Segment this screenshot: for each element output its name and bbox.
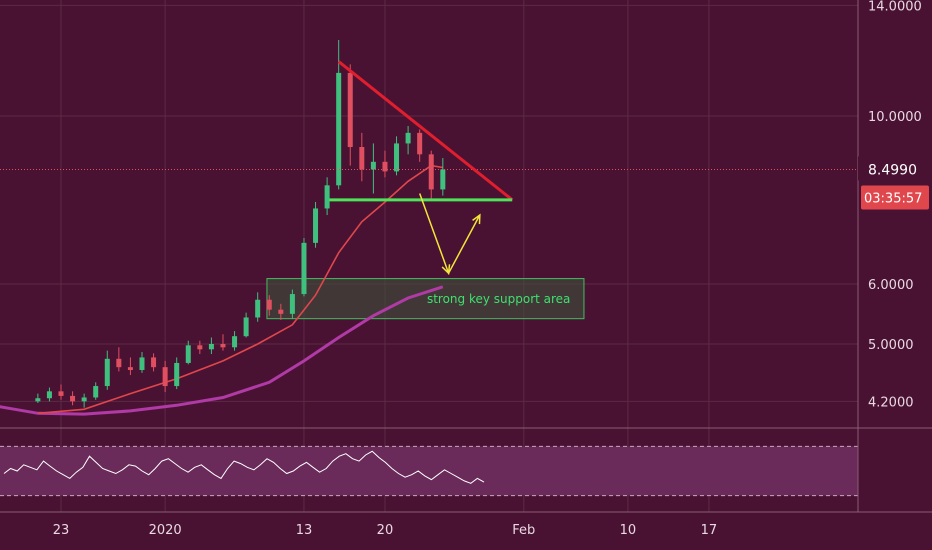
- time-tick-label: Feb: [512, 523, 535, 538]
- countdown-label: 03:35:57: [864, 191, 922, 206]
- candle-body: [382, 161, 388, 172]
- candle-body: [266, 299, 272, 310]
- price-tick-label: 5.0000: [868, 338, 914, 353]
- candle-body: [301, 242, 307, 295]
- candle-body: [104, 358, 110, 387]
- candle-body: [347, 72, 353, 148]
- price-tick-label: 14.0000: [868, 0, 922, 14]
- current-price-label: 8.4990: [868, 162, 917, 178]
- candle-body: [116, 358, 122, 368]
- time-tick-label: 20: [377, 523, 394, 538]
- price-tick-label: 6.0000: [868, 278, 914, 293]
- ema-long-line: [0, 285, 444, 416]
- countdown-tag-bg: [861, 185, 929, 210]
- current-price-tag-bg: [858, 156, 932, 181]
- candle-body: [208, 344, 214, 350]
- time-tick-label: 2020: [149, 523, 182, 538]
- candle-body: [440, 169, 446, 190]
- resistance-trendline: [337, 60, 514, 202]
- candle-body: [243, 317, 249, 337]
- candle-body: [336, 72, 342, 186]
- candle-body: [46, 391, 52, 399]
- candle-body: [394, 143, 400, 172]
- support-zone-box: [266, 278, 585, 320]
- candle-body: [405, 132, 411, 144]
- candle-body: [220, 344, 226, 348]
- candle-body: [174, 362, 180, 387]
- time-tick-label: 17: [701, 523, 718, 538]
- candle-body: [162, 367, 168, 387]
- rsi-band: [0, 446, 858, 496]
- candle-body: [359, 147, 365, 170]
- projection-arrowhead-up: [472, 213, 481, 225]
- candle-body: [35, 398, 41, 402]
- candle-body: [127, 367, 133, 371]
- candle-body: [185, 345, 191, 363]
- candle-body: [313, 208, 319, 243]
- candle-body: [324, 185, 330, 209]
- candle-body: [255, 299, 261, 318]
- candle-body: [197, 345, 203, 350]
- candle-body: [417, 132, 423, 155]
- candle-body: [139, 357, 145, 371]
- time-tick-label: 23: [53, 523, 70, 538]
- ema-short-line: [37, 164, 443, 415]
- time-tick-label: 13: [296, 523, 313, 538]
- candle-body: [58, 391, 64, 396]
- price-tick-label: 4.2000: [868, 395, 914, 410]
- candle-body: [289, 294, 295, 314]
- price-tick-label: 10.0000: [868, 110, 922, 125]
- candle-body: [370, 161, 376, 170]
- candle-body: [93, 386, 99, 398]
- candle-body: [70, 395, 76, 402]
- candle-body: [278, 309, 284, 314]
- candle-body: [81, 397, 87, 402]
- time-tick-label: 10: [620, 523, 637, 538]
- candle-body: [232, 336, 238, 348]
- candle-body: [151, 357, 157, 368]
- support-annotation-label: strong key support area: [427, 292, 570, 306]
- candle-body: [428, 154, 434, 190]
- projection-arrowhead-down: [441, 264, 451, 275]
- rsi-line: [3, 450, 485, 484]
